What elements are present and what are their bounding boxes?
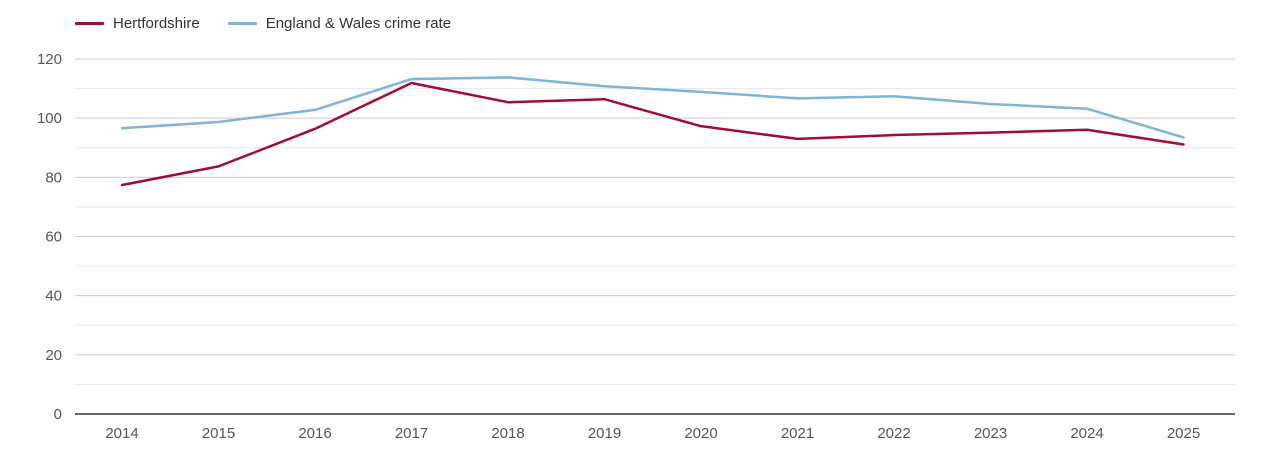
series-line-hertfordshire — [120, 81, 1185, 187]
legend-item-hertfordshire: Hertfordshire — [75, 16, 200, 31]
x-axis-tick-label: 2014 — [105, 425, 138, 442]
legend-swatch-hertfordshire-icon — [75, 22, 104, 25]
y-axis-tick-label: 60 — [45, 229, 62, 246]
x-axis-tick-label: 2015 — [202, 425, 235, 442]
x-axis-tick-label: 2022 — [877, 425, 910, 442]
x-axis-tick-label: 2024 — [1070, 425, 1103, 442]
legend-label-hertfordshire: Hertfordshire — [113, 15, 200, 32]
y-axis-tick-label: 100 — [37, 110, 62, 127]
legend-label-england-wales: England & Wales crime rate — [265, 15, 452, 32]
x-axis-tick-label: 2025 — [1167, 425, 1200, 442]
x-axis-tick-label: 2021 — [781, 425, 814, 442]
y-axis-tick-label: 40 — [45, 288, 62, 305]
y-axis-tick-label: 20 — [45, 347, 62, 364]
y-axis-tick-label: 0 — [54, 406, 62, 423]
x-axis-tick-label: 2018 — [491, 425, 524, 442]
legend-swatch-england-wales-icon — [227, 22, 257, 25]
x-axis-tick-label: 2020 — [684, 425, 717, 442]
x-axis-tick-label: 2019 — [588, 425, 621, 442]
x-axis-tick-label: 2017 — [395, 425, 428, 442]
legend-item-england-wales: England & Wales crime rate — [227, 15, 452, 32]
y-axis-tick-label: 80 — [45, 169, 62, 186]
series-line-england-wales-crime-rate — [120, 76, 1185, 139]
chart-legend: Hertfordshire England & Wales crime rate — [75, 16, 451, 31]
x-axis-tick-label: 2016 — [298, 425, 331, 442]
y-axis-tick-label: 120 — [37, 51, 62, 68]
x-axis-tick-label: 2023 — [974, 425, 1007, 442]
